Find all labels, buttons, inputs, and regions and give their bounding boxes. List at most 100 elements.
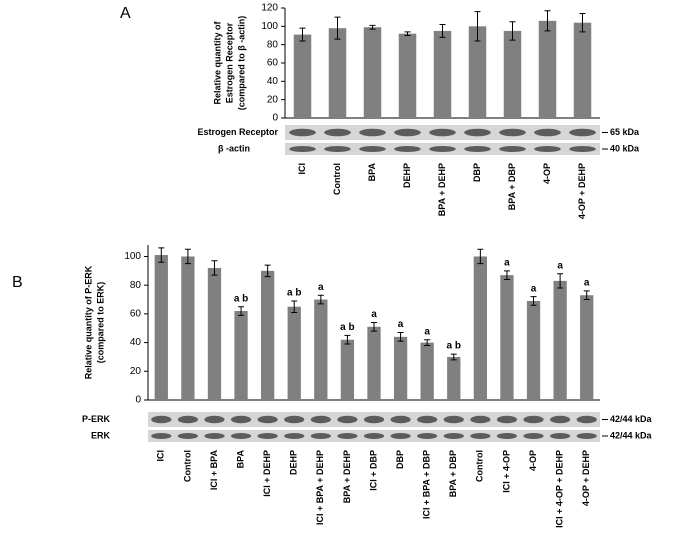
significance-label: a bbox=[424, 326, 430, 337]
significance-label: a b bbox=[340, 322, 354, 333]
error-bar bbox=[184, 248, 191, 265]
blot-label: P-ERK bbox=[82, 414, 111, 424]
x-tick-label: ICI bbox=[156, 450, 166, 462]
y-tick-label: 80 bbox=[130, 280, 142, 291]
error-bar bbox=[477, 248, 484, 265]
blot-label: Estrogen Receptor bbox=[197, 127, 278, 137]
error-bar bbox=[369, 24, 376, 30]
bar bbox=[314, 299, 328, 400]
x-tick-label: ICI + BPA + DEHP bbox=[315, 450, 325, 525]
blot-band bbox=[324, 146, 351, 152]
x-tick-label: 4-OP bbox=[542, 163, 552, 184]
blot-label: β -actin bbox=[218, 143, 250, 153]
bar bbox=[580, 295, 594, 400]
x-tick-label: Control bbox=[182, 450, 192, 482]
bar bbox=[367, 326, 381, 400]
y-axis-label: Estrogen Receptor bbox=[224, 22, 234, 103]
error-bar bbox=[264, 264, 271, 278]
blot-band bbox=[230, 433, 252, 439]
blot-band bbox=[394, 128, 421, 137]
blot-band bbox=[177, 415, 198, 424]
blot-band bbox=[204, 415, 225, 424]
blot-band bbox=[363, 433, 385, 439]
blot-band bbox=[534, 128, 561, 137]
blot-band bbox=[534, 146, 561, 152]
significance-label: a bbox=[584, 278, 590, 289]
error-bar bbox=[530, 296, 537, 306]
error-bar bbox=[371, 322, 377, 332]
x-tick-label: BPA + DEHP bbox=[437, 163, 447, 216]
error-bar bbox=[583, 290, 590, 301]
error-bar bbox=[158, 247, 165, 263]
bar bbox=[420, 342, 434, 400]
blot-label: ERK bbox=[91, 430, 111, 440]
bar bbox=[207, 267, 222, 400]
x-tick-label: ICI + DBP bbox=[368, 450, 378, 491]
blot-band bbox=[257, 433, 278, 439]
x-tick-label: DEHP bbox=[402, 163, 412, 188]
significance-label: a bbox=[557, 260, 563, 271]
significance-label: a bbox=[531, 283, 537, 294]
error-bar bbox=[334, 16, 341, 40]
bar bbox=[181, 256, 195, 400]
blot-size: 65 kDa bbox=[610, 127, 640, 137]
blot-band bbox=[359, 146, 386, 152]
x-tick-label: DEHP bbox=[289, 450, 299, 475]
y-tick-label: 120 bbox=[261, 3, 278, 14]
y-axis-label: Relative quantity of P-ERK bbox=[83, 265, 93, 379]
blot-band bbox=[443, 433, 464, 439]
error-bar bbox=[238, 306, 245, 316]
blot-band bbox=[523, 433, 544, 439]
x-tick-label: ICI + DEHP bbox=[262, 450, 272, 497]
blot-band bbox=[576, 415, 597, 424]
blot-band bbox=[289, 128, 316, 137]
significance-label: a bbox=[371, 309, 377, 320]
bar bbox=[468, 26, 487, 118]
y-tick-label: 20 bbox=[130, 366, 142, 377]
blot-band bbox=[151, 415, 172, 424]
bar bbox=[538, 20, 557, 118]
bar bbox=[363, 27, 382, 118]
blot-band bbox=[470, 433, 491, 439]
bar bbox=[287, 306, 301, 400]
y-tick-label: 0 bbox=[272, 113, 278, 124]
x-tick-label: 4-OP + DEHP bbox=[581, 450, 591, 506]
blot-band bbox=[569, 146, 596, 152]
blot-band bbox=[324, 128, 351, 137]
bar bbox=[398, 33, 417, 118]
error-bar bbox=[397, 332, 404, 342]
y-tick-label: 100 bbox=[261, 21, 278, 32]
blot-band bbox=[257, 415, 278, 424]
blot-band bbox=[310, 433, 331, 439]
bar bbox=[473, 256, 487, 400]
blot-band bbox=[284, 433, 305, 439]
error-bar bbox=[404, 31, 411, 36]
error-bar bbox=[557, 273, 564, 289]
bar bbox=[293, 34, 312, 119]
significance-label: a b bbox=[287, 288, 301, 299]
blot-band bbox=[417, 415, 438, 424]
blot-band bbox=[499, 146, 526, 152]
blot-band bbox=[359, 128, 386, 137]
significance-label: a b bbox=[234, 293, 248, 304]
x-tick-label: DBP bbox=[472, 163, 482, 182]
blot-band bbox=[429, 128, 456, 137]
y-tick-label: 40 bbox=[267, 76, 279, 87]
significance-label: a b bbox=[447, 341, 461, 352]
blot-band bbox=[523, 415, 544, 424]
bar bbox=[393, 336, 408, 400]
x-tick-label: Control bbox=[475, 450, 485, 482]
error-bar bbox=[317, 294, 324, 305]
x-tick-label: 4-OP + DEHP bbox=[577, 163, 587, 219]
blot-band bbox=[337, 433, 358, 439]
blot-band bbox=[569, 128, 596, 137]
significance-label: a bbox=[504, 257, 510, 268]
y-axis-label: (compared to β -actin) bbox=[236, 16, 246, 111]
y-axis-label: Relative quantity of bbox=[212, 20, 222, 104]
bar bbox=[328, 28, 347, 119]
x-tick-label: BPA bbox=[235, 450, 245, 469]
blot-band bbox=[151, 433, 172, 439]
panel-label: A bbox=[120, 5, 131, 22]
y-tick-label: 100 bbox=[124, 251, 141, 262]
